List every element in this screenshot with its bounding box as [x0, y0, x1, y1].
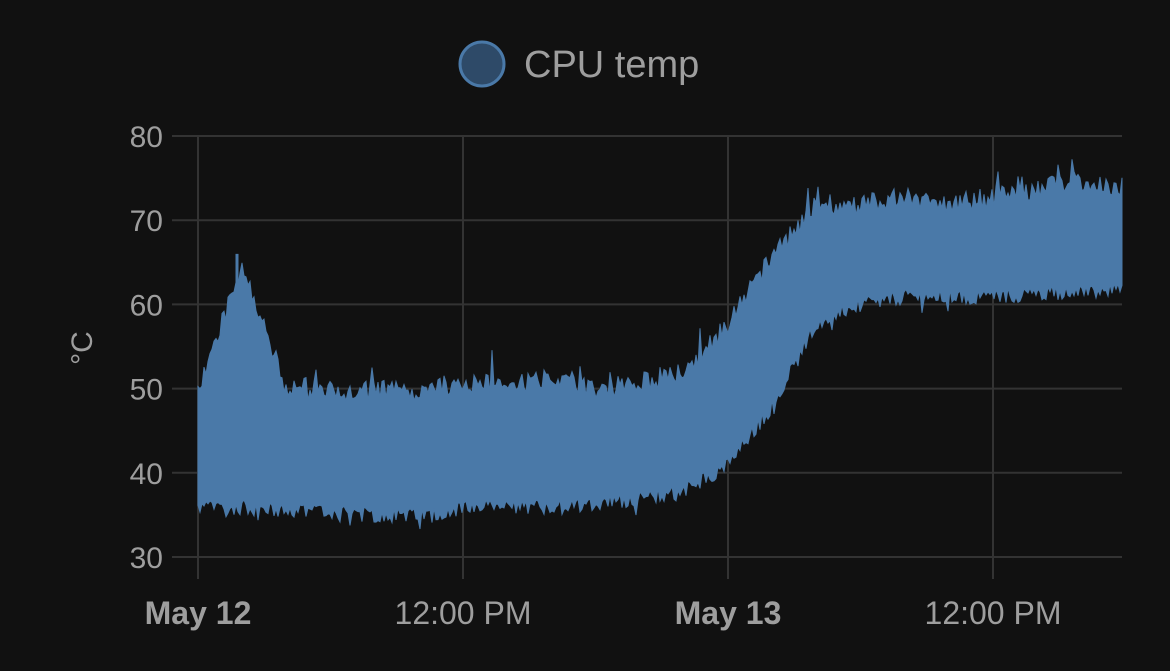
- x-tick-label: 12:00 PM: [395, 595, 532, 631]
- legend-swatch[interactable]: [458, 40, 506, 88]
- y-tick-label: 80: [130, 121, 163, 154]
- y-tick-label: 50: [130, 374, 163, 407]
- x-axis-ticks: May 12 12:00 PM May 13 12:00 PM: [145, 595, 1062, 631]
- x-tick-label: May 13: [675, 595, 782, 631]
- y-tick-label: 70: [130, 205, 163, 238]
- series-band-cpu-temp[interactable]: [197, 159, 1123, 530]
- y-tick-label: 40: [130, 458, 163, 491]
- y-axis-ticks: 30 40 50 60 70 80: [130, 121, 163, 575]
- y-axis-label: °C: [66, 331, 99, 365]
- legend[interactable]: CPU temp: [458, 40, 699, 88]
- legend-label[interactable]: CPU temp: [524, 44, 699, 86]
- x-tick-label: May 12: [145, 595, 252, 631]
- y-tick-label: 30: [130, 542, 163, 575]
- y-tick-label: 60: [130, 289, 163, 322]
- x-tick-label: 12:00 PM: [925, 595, 1062, 631]
- series-layer: [197, 159, 1123, 530]
